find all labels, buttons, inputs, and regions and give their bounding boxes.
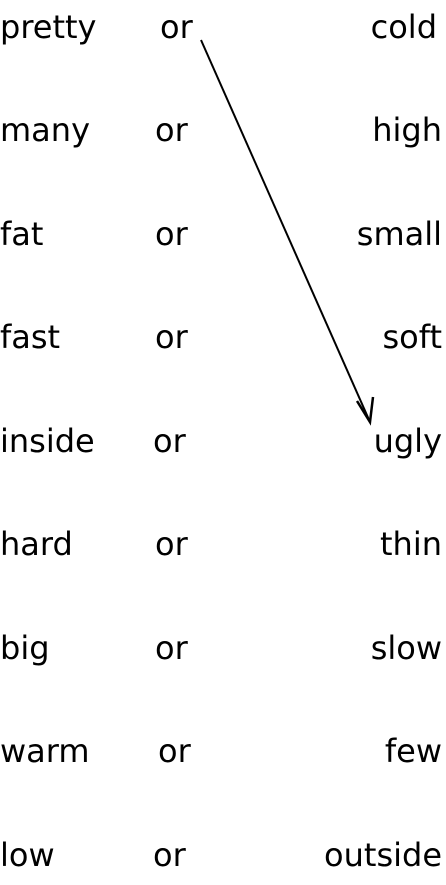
or-label: or bbox=[160, 8, 193, 46]
left-word: hard bbox=[0, 525, 73, 563]
right-word: cold bbox=[370, 8, 437, 46]
left-word: fat bbox=[0, 215, 44, 253]
word-pair-row: warm or few bbox=[0, 721, 446, 781]
or-label: or bbox=[155, 111, 188, 149]
right-word: outside bbox=[324, 836, 442, 874]
left-word: fast bbox=[0, 318, 61, 356]
or-label: or bbox=[153, 422, 186, 460]
or-label: or bbox=[158, 732, 191, 770]
word-pair-row: inside or ugly bbox=[0, 411, 446, 471]
word-pair-row: pretty or cold bbox=[0, 0, 446, 57]
or-label: or bbox=[155, 629, 188, 667]
left-word: pretty bbox=[0, 8, 97, 46]
or-label: or bbox=[155, 318, 188, 356]
right-word: few bbox=[384, 732, 442, 770]
right-word: small bbox=[356, 215, 442, 253]
right-word: ugly bbox=[373, 422, 442, 460]
right-word: thin bbox=[380, 525, 442, 563]
word-pair-row: big or slow bbox=[0, 618, 446, 678]
word-pair-row: fast or soft bbox=[0, 307, 446, 367]
word-pair-row: many or high bbox=[0, 100, 446, 160]
right-word: soft bbox=[382, 318, 443, 356]
left-word: low bbox=[0, 836, 55, 874]
left-word: big bbox=[0, 629, 50, 667]
word-pair-row: low or outside bbox=[0, 825, 446, 885]
or-label: or bbox=[153, 836, 186, 874]
right-word: slow bbox=[370, 629, 442, 667]
word-pair-row: fat or small bbox=[0, 204, 446, 264]
word-pair-row: hard or thin bbox=[0, 514, 446, 574]
or-label: or bbox=[155, 525, 188, 563]
right-word: high bbox=[372, 111, 442, 149]
left-word: many bbox=[0, 111, 90, 149]
left-word: warm bbox=[0, 732, 90, 770]
left-word: inside bbox=[0, 422, 95, 460]
or-label: or bbox=[155, 215, 188, 253]
